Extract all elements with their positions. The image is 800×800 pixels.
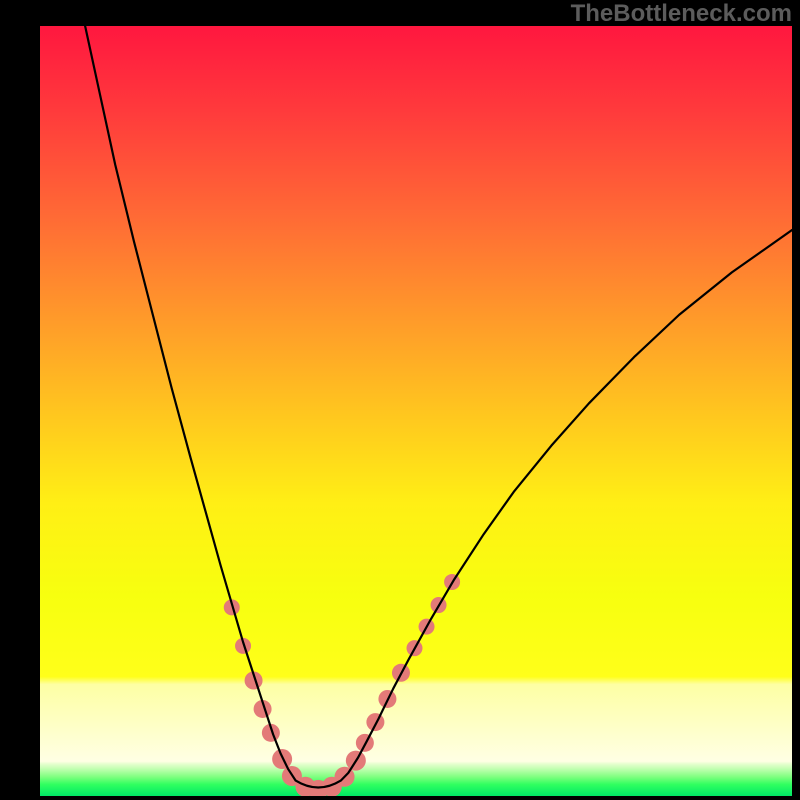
curve-marker xyxy=(366,713,384,731)
gradient-background xyxy=(40,26,792,796)
chart-svg xyxy=(40,26,792,796)
chart-root: TheBottleneck.com xyxy=(0,0,800,800)
plot-area xyxy=(40,26,792,796)
watermark-text: TheBottleneck.com xyxy=(571,0,792,28)
